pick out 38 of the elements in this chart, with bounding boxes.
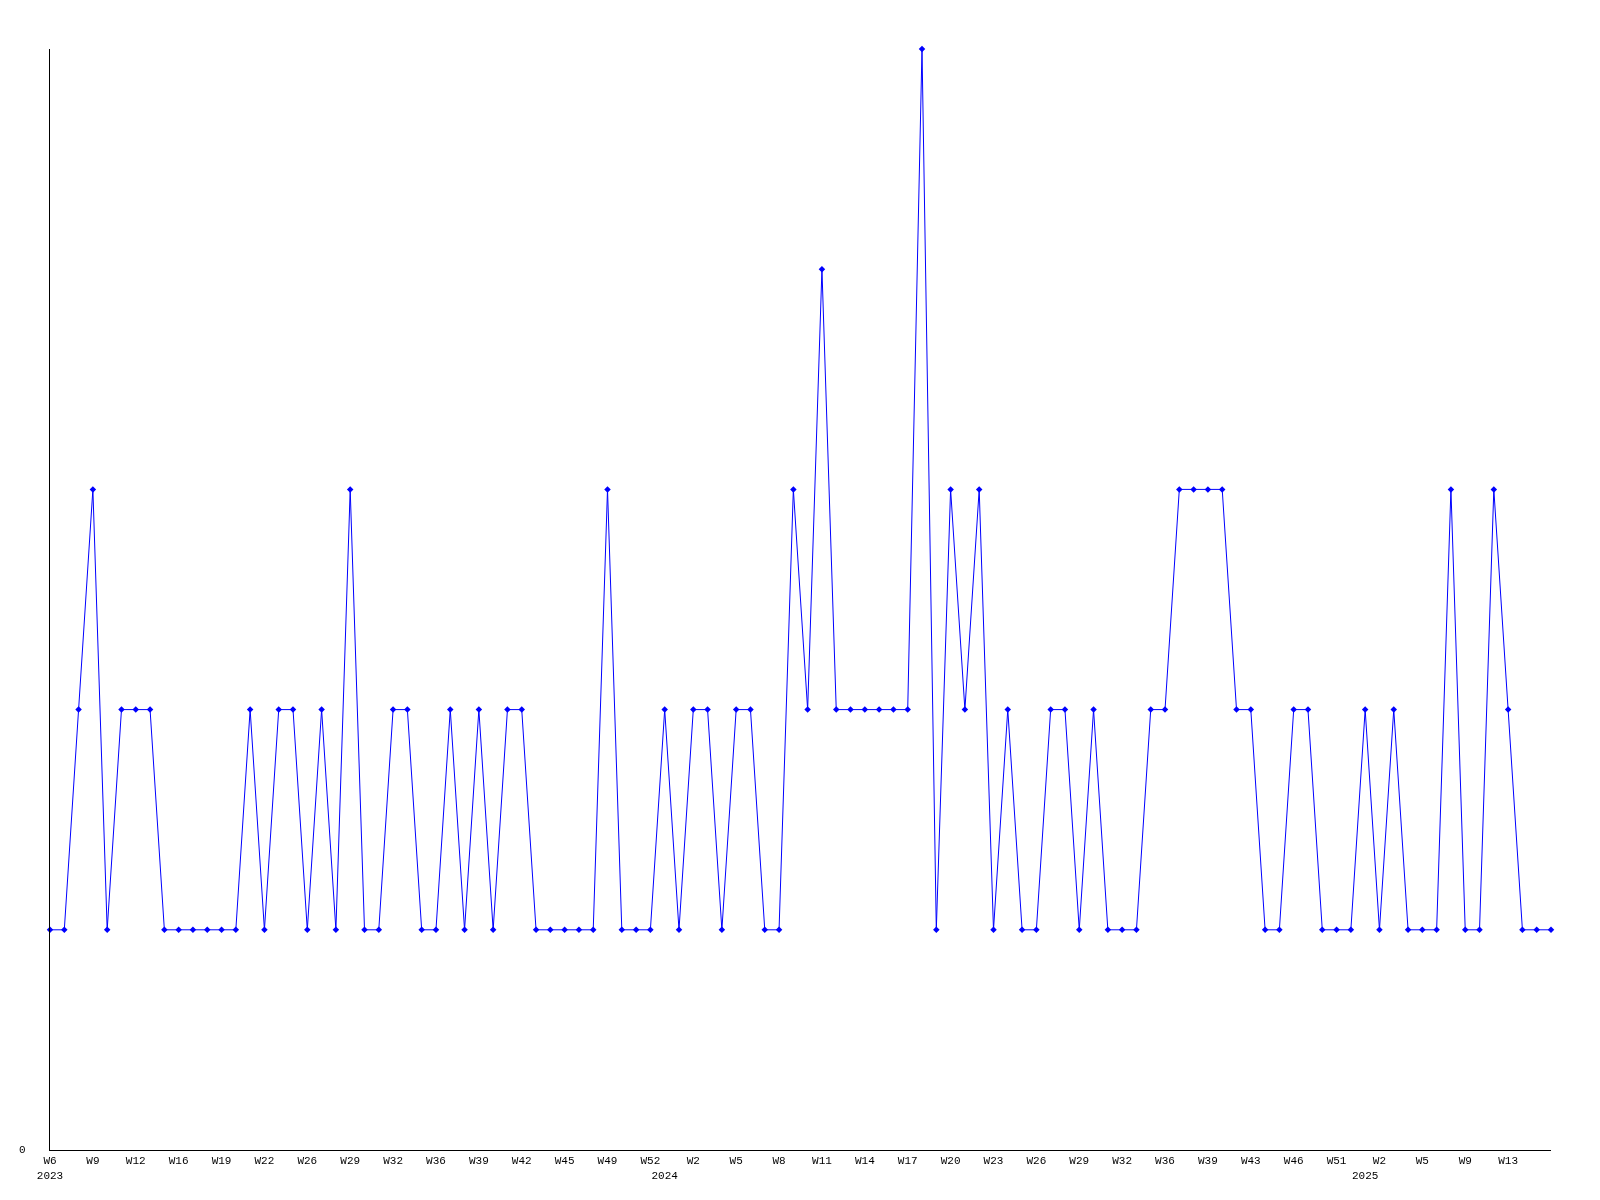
x-tick-label: W39 [1198, 1155, 1218, 1168]
x-tick-label: W11 [812, 1155, 833, 1168]
x-tick-label: W2 [1372, 1155, 1387, 1168]
x-tick-label: W32 [1112, 1155, 1133, 1168]
x-tick-label: 2024 [651, 1169, 679, 1182]
x-tick-label: W26 [1026, 1155, 1047, 1168]
x-tick-label: W45 [554, 1155, 575, 1168]
x-tick-label: W16 [168, 1155, 189, 1168]
x-tick-label: W17 [897, 1155, 918, 1168]
x-tick-label: W36 [426, 1155, 446, 1168]
x-tick-label: W2 [686, 1155, 700, 1168]
x-tick-label: W49 [597, 1155, 618, 1168]
x-tick-label: W51 [1326, 1155, 1347, 1168]
x-tick-label: W12 [125, 1155, 146, 1168]
text: 0 [19, 1144, 26, 1156]
x-tick-label: W22 [254, 1155, 275, 1168]
x-tick-label: W26 [297, 1155, 318, 1168]
x-tick-label: W9 [86, 1155, 100, 1168]
x-tick-label: W32 [383, 1155, 403, 1168]
x-tick-label: W46 [1283, 1155, 1304, 1168]
x-tick-label: W29 [340, 1155, 361, 1168]
x-tick-label: W9 [1458, 1155, 1472, 1168]
x-tick-label: W42 [511, 1155, 532, 1168]
x-tick-label: W39 [468, 1155, 489, 1168]
x-tick-label: W14 [854, 1155, 876, 1168]
x-tick-label: W6 2023 [36, 1155, 64, 1182]
x-tick-label: W13 [1498, 1155, 1519, 1168]
x-tick-label: W20 [940, 1155, 961, 1168]
x-tick-label: W43 [1240, 1155, 1261, 1168]
x-tick-label: W5 [729, 1155, 743, 1168]
x-tick-label: W8 [772, 1155, 786, 1168]
x-tick-label: W36 [1155, 1155, 1175, 1168]
x-tick-label: W5 [1415, 1155, 1429, 1168]
x-tick-label: 2025 [1351, 1169, 1379, 1182]
x-tick-label: W29 [1069, 1155, 1090, 1168]
x-tick-label: W19 [211, 1155, 232, 1168]
x-tick-label: W23 [983, 1155, 1004, 1168]
x-tick-label: W52 [640, 1155, 661, 1168]
